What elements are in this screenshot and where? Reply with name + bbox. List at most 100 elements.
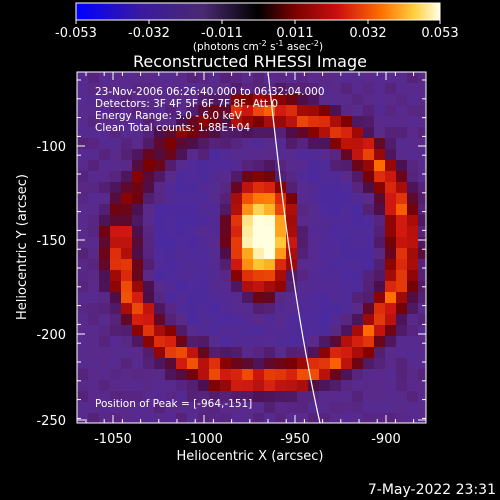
heatmap-cell [220,160,232,172]
heatmap-cell [88,358,100,370]
heatmap-cell [385,413,397,423]
heatmap-cell [407,72,419,84]
heatmap-cell [176,171,188,183]
heatmap-cell [396,127,408,139]
heatmap-cell [198,248,210,260]
heatmap-cell [176,226,188,238]
heatmap-cell [187,116,199,128]
heatmap-cell [264,116,276,128]
heatmap-cell [264,347,276,359]
heatmap-cell [297,413,309,423]
heatmap-cell [330,171,342,183]
heatmap-cell [99,336,111,348]
heatmap-cell [308,369,320,381]
heatmap-cell [77,116,89,128]
heatmap-cell [253,413,265,423]
heatmap-cell [264,226,276,238]
heatmap-cell [198,226,210,238]
heatmap-cell [187,149,199,161]
heatmap-cell [253,105,265,117]
heatmap-cell [209,160,221,172]
heatmap-cell [198,281,210,293]
heatmap-cell [407,149,419,161]
rhessi-heatmap [77,72,426,423]
colorbar-tick-label: -0.053 [55,26,97,41]
x-axis-title: Heliocentric X (arcsec) [177,449,324,464]
heatmap-cell [275,336,287,348]
heatmap-cell [374,193,386,205]
heatmap-cell [330,325,342,337]
heatmap-cell [352,204,364,216]
heatmap-cell [88,237,100,249]
heatmap-cell [88,259,100,271]
heatmap-cell [341,72,353,84]
heatmap-cell [385,237,397,249]
heatmap-cell [143,347,155,359]
heatmap-cell [176,281,188,293]
heatmap-cell [385,270,397,282]
heatmap-cell [286,226,298,238]
heatmap-cell [319,127,331,139]
heatmap-cell [242,248,254,260]
heatmap-cell [77,83,89,95]
heatmap-cell [352,171,364,183]
heatmap-cell [209,127,221,139]
heatmap-cell [253,149,265,161]
heatmap-cell [242,259,254,271]
heatmap-cell [341,369,353,381]
heatmap-cell [363,369,375,381]
heatmap-cell [110,226,122,238]
heatmap-cell [275,215,287,227]
heatmap-cell [165,226,177,238]
heatmap-cell [121,270,133,282]
colorbar-tick-label: 0.011 [276,26,313,41]
heatmap-cell [385,281,397,293]
heatmap-cell [385,72,397,84]
heatmap-cell [99,248,111,260]
heatmap-cell [99,237,111,249]
heatmap-cell [319,193,331,205]
heatmap-cell [99,127,111,139]
heatmap-cell [396,358,408,370]
heatmap-cell [132,105,144,117]
heatmap-cell [396,138,408,150]
heatmap-cell [286,402,298,414]
heatmap-cell [264,204,276,216]
heatmap-cell [352,116,364,128]
heatmap-cell [330,72,342,84]
heatmap-cell [308,347,320,359]
heatmap-cell [165,149,177,161]
heatmap-cell [352,292,364,304]
heatmap-cell [77,314,89,326]
heatmap-cell [187,281,199,293]
heatmap-cell [341,325,353,337]
heatmap-cell [418,347,426,359]
heatmap-cell [275,380,287,392]
heatmap-cell [253,226,265,238]
heatmap-cell [198,171,210,183]
heatmap-cell [154,226,166,238]
heatmap-cell [418,215,426,227]
heatmap-cell [242,105,254,117]
heatmap-cell [110,193,122,205]
heatmap-cell [99,380,111,392]
heatmap-cell [264,182,276,194]
heatmap-cell [209,105,221,117]
heatmap-cell [121,248,133,260]
heatmap-cell [396,281,408,293]
heatmap-cell [418,336,426,348]
heatmap-cell [297,347,309,359]
heatmap-cell [209,281,221,293]
heatmap-cell [275,94,287,106]
heatmap-cell [418,116,426,128]
heatmap-cell [264,237,276,249]
heatmap-cell [297,259,309,271]
heatmap-cell [341,149,353,161]
heatmap-cell [407,347,419,359]
heatmap-cell [385,391,397,403]
heatmap-cell [308,270,320,282]
heatmap-cell [209,149,221,161]
heatmap-cell [363,248,375,260]
heatmap-cell [253,303,265,315]
heatmap-cell [363,347,375,359]
